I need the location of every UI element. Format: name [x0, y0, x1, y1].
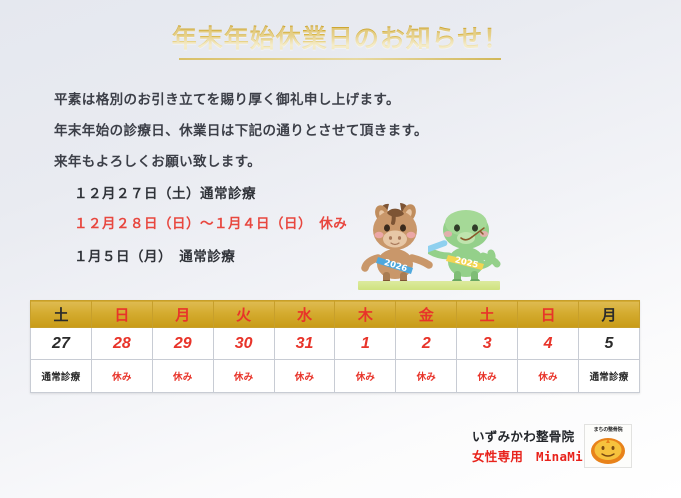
- table-row-weekdays: 土 日 月 火 水 木 金 土 日 月: [30, 300, 640, 328]
- weekday-cell-7: 土: [456, 300, 519, 328]
- weekday-cell-5: 木: [334, 300, 397, 328]
- schedule-line-3: １月５日（月） 通常診療: [74, 249, 236, 264]
- date-cell-7: 3: [456, 327, 519, 360]
- date-label: 31: [295, 334, 314, 352]
- new-year-mascot-illustration: 2026: [356, 192, 502, 290]
- weekday-label: 月: [175, 306, 191, 324]
- status-badge: 休み: [477, 372, 497, 383]
- date-cell-4: 31: [273, 327, 336, 360]
- weekday-label: 日: [540, 306, 556, 324]
- body-paragraph-3: 来年もよろしくお願い致します。: [54, 154, 262, 169]
- footer: いずみかわ整骨院 女性専用 MinaMina？ まちの整骨院: [472, 424, 652, 474]
- weekday-cell-1: 日: [90, 300, 153, 328]
- logo-caption: まちの整骨院: [593, 427, 623, 433]
- clinic-subtitle: 女性専用 MinaMina？: [472, 449, 612, 464]
- status-badge: 休み: [355, 372, 376, 383]
- date-cell-5: 1: [334, 327, 397, 360]
- status-cell-4: 休み: [273, 359, 336, 393]
- status-badge: 休み: [233, 372, 254, 383]
- date-label: 2: [421, 334, 431, 352]
- date-label: 28: [112, 334, 131, 352]
- page-title: 年末年始休業日のお知らせ！: [0, 24, 681, 55]
- status-cell-1: 休み: [90, 359, 153, 393]
- table-row-status: 通常診療 休み 休み 休み 休み 休み 休み 休み 休み 通常診療: [30, 359, 640, 393]
- weekday-label: 水: [297, 306, 313, 324]
- weekday-label: 金: [418, 306, 434, 324]
- weekday-label: 火: [236, 306, 252, 324]
- status-badge: 休み: [173, 372, 193, 383]
- status-cell-7: 休み: [456, 359, 519, 393]
- date-label: 4: [543, 334, 553, 352]
- date-cell-3: 30: [212, 327, 275, 360]
- weekday-cell-9: 月: [578, 300, 640, 328]
- status-cell-9: 通常診療: [578, 359, 640, 393]
- date-label: 5: [604, 334, 614, 352]
- clinic-logo: まちの整骨院: [584, 424, 632, 468]
- schedule-line-2: １２月２８日（日）～１月４日（日） 休み: [74, 216, 348, 231]
- date-cell-1: 28: [90, 327, 153, 360]
- date-label: 29: [173, 334, 192, 352]
- date-label: 1: [360, 334, 370, 352]
- status-badge: 通常診療: [41, 372, 81, 383]
- date-cell-6: 2: [395, 327, 458, 360]
- date-label: 27: [52, 334, 70, 352]
- grass-strip: [358, 281, 500, 290]
- horse-mascot-icon: 2026: [361, 203, 433, 285]
- date-cell-2: 29: [151, 327, 214, 360]
- status-cell-0: 通常診療: [30, 359, 92, 393]
- status-cell-3: 休み: [212, 359, 275, 393]
- clinic-name: いずみかわ整骨院: [472, 430, 575, 444]
- date-cell-0: 27: [30, 327, 92, 360]
- status-cell-2: 休み: [151, 359, 214, 393]
- status-badge: 休み: [538, 372, 558, 383]
- weekday-cell-2: 月: [151, 300, 214, 328]
- status-cell-5: 休み: [334, 359, 397, 393]
- status-cell-6: 休み: [395, 359, 458, 393]
- status-badge: 休み: [294, 372, 315, 383]
- weekday-cell-0: 土: [30, 300, 92, 328]
- weekday-cell-6: 金: [395, 300, 458, 328]
- date-label: 30: [234, 334, 253, 352]
- status-cell-8: 休み: [517, 359, 580, 393]
- weekday-label: 土: [479, 306, 495, 324]
- body-paragraph-1: 平素は格別のお引き立てを賜り厚く御礼申し上げます。: [54, 92, 400, 107]
- weekday-label: 日: [114, 306, 130, 324]
- status-badge: 休み: [112, 372, 132, 383]
- date-label: 3: [482, 334, 492, 352]
- title-underline: [179, 58, 501, 60]
- status-badge: 通常診療: [589, 372, 629, 383]
- smiley-face-icon: [591, 438, 625, 464]
- weekday-label: 月: [601, 306, 617, 324]
- body-paragraph-2: 年末年始の診療日、休業日は下記の通りとさせて頂きます。: [54, 123, 428, 138]
- status-badge: 休み: [416, 372, 436, 383]
- weekday-cell-3: 火: [212, 300, 275, 328]
- holiday-calendar-table: 土 日 月 火 水 木 金 土 日 月 27 28 29 30 31 1 2 3…: [30, 300, 640, 393]
- date-cell-8: 4: [517, 327, 580, 360]
- schedule-line-1: １２月２７日（土）通常診療: [74, 186, 256, 201]
- weekday-cell-4: 水: [273, 300, 336, 328]
- snake-mascot-icon: 2025: [428, 210, 501, 284]
- date-cell-9: 5: [578, 327, 640, 360]
- weekday-label: 土: [53, 306, 69, 324]
- weekday-cell-8: 日: [517, 300, 580, 328]
- weekday-label: 木: [357, 306, 373, 324]
- table-row-dates: 27 28 29 30 31 1 2 3 4 5: [30, 327, 640, 360]
